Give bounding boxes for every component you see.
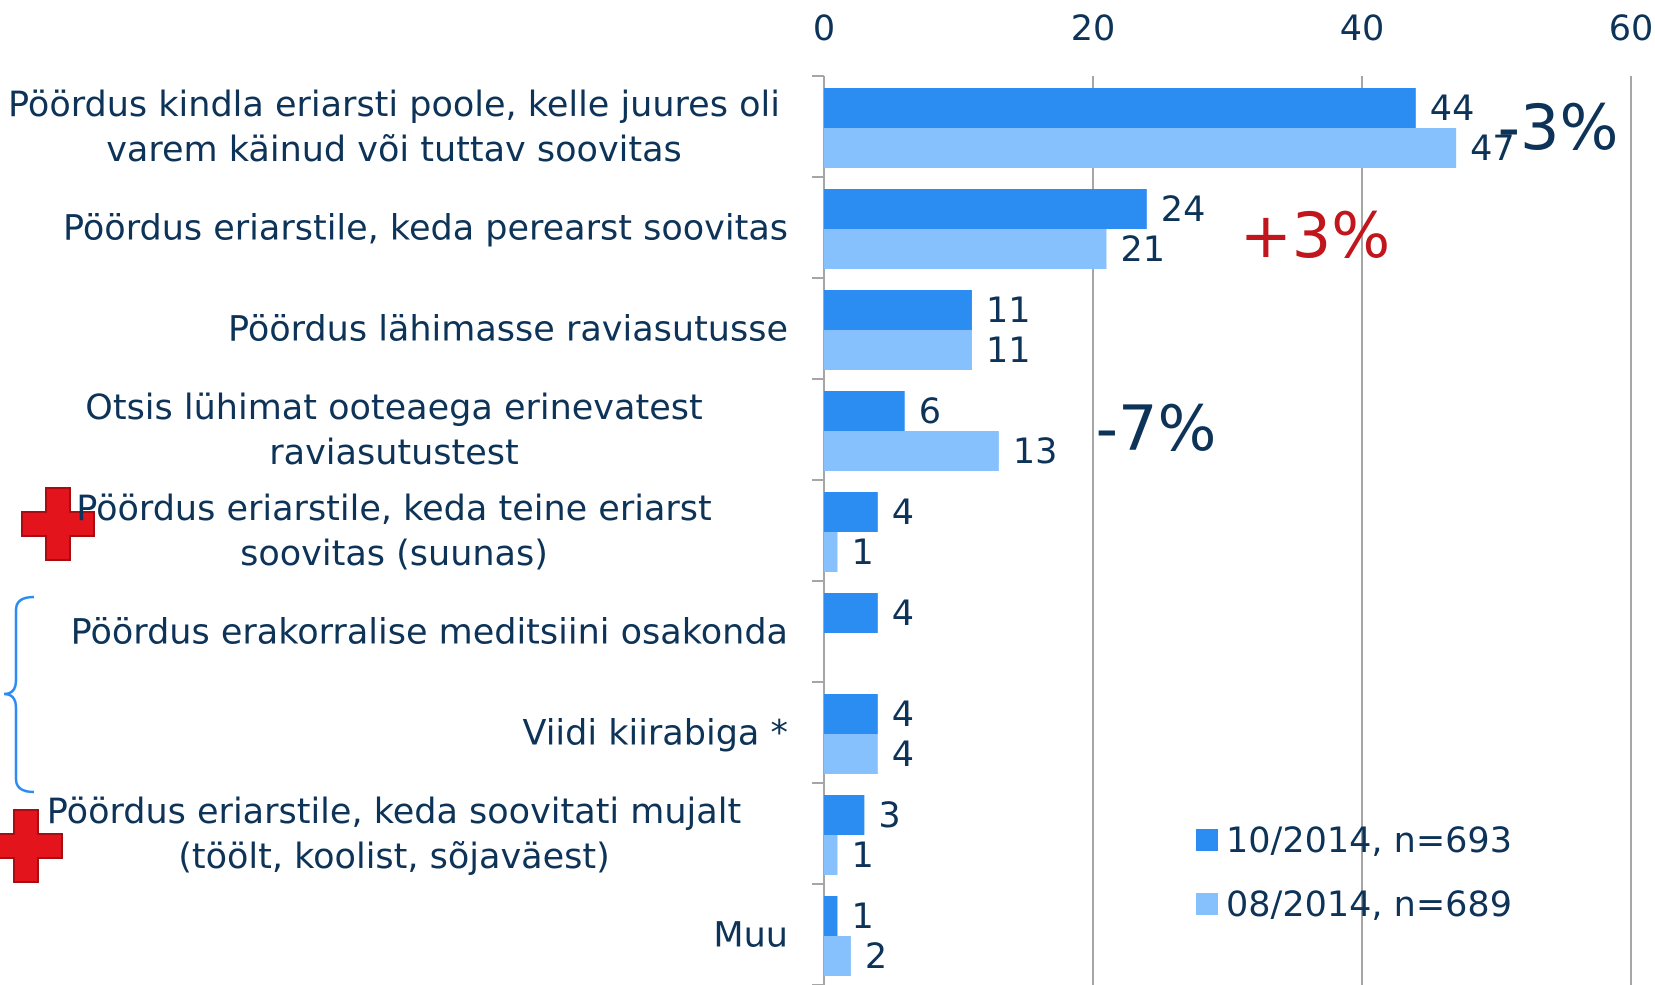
value-label: 47: [1470, 129, 1515, 169]
value-label: 1: [851, 533, 873, 573]
cross-icon: [0, 809, 63, 883]
y-tick-label: Pöördus lähimasse raviasutusse: [228, 308, 788, 353]
bar: [824, 189, 1147, 229]
bar: [824, 795, 865, 835]
bar: [824, 734, 878, 774]
bar: [824, 835, 838, 875]
annotation: -3%: [1498, 91, 1619, 164]
legend-label: 08/2014, n=689: [1226, 885, 1512, 925]
cross-icon: [21, 487, 95, 561]
bar: [824, 431, 999, 471]
category-text: Pöördus eriarstile, keda soovitati mujal…: [46, 792, 742, 877]
value-label: 1: [851, 897, 873, 937]
category-text: Pöördus eriarstile, keda teine eriarst s…: [76, 489, 712, 574]
bar: [824, 128, 1457, 168]
bar: [824, 290, 972, 330]
x-tick-label: 20: [1071, 9, 1116, 49]
value-label: 4: [892, 695, 914, 735]
category-text: Muu: [713, 915, 788, 956]
legend-swatch: [1196, 829, 1218, 851]
value-label: 6: [919, 392, 941, 432]
value-label: 3: [878, 796, 900, 836]
bar: [824, 391, 905, 431]
x-tick-label: 40: [1340, 9, 1385, 49]
y-tick-label: Pöördus erakorralise meditsiini osakonda: [71, 611, 788, 656]
value-label: 4: [892, 735, 914, 775]
bar: [824, 532, 838, 572]
value-label: 2: [865, 937, 887, 977]
value-label: 4: [892, 493, 914, 533]
category-text: Viidi kiirabiga *: [522, 713, 788, 754]
bar: [824, 694, 878, 734]
bar: [824, 88, 1416, 128]
value-label: 4: [892, 594, 914, 634]
value-label: 21: [1120, 230, 1165, 270]
value-label: 11: [986, 291, 1031, 331]
value-label: 24: [1161, 190, 1206, 230]
bracket: [3, 595, 35, 794]
bar: [824, 492, 878, 532]
y-tick-label: Pöördus kindla eriarsti poole, kelle juu…: [0, 83, 788, 173]
annotation: +3%: [1240, 199, 1390, 272]
category-text: Pöördus erakorralise meditsiini osakonda: [70, 612, 788, 653]
category-text: Pöördus eriarstile, keda perearst soovit…: [63, 208, 788, 249]
x-tick-label: 0: [813, 9, 835, 49]
bar: [824, 330, 972, 370]
category-text: Otsis lühimat ooteaega erinevatest ravia…: [85, 388, 703, 473]
y-tick-label: Pöördus eriarstile, keda soovitati mujal…: [0, 790, 788, 880]
category-text: Pöördus lähimasse raviasutusse: [227, 309, 788, 350]
bar: [824, 936, 851, 976]
bar: [824, 593, 878, 633]
bar: [824, 229, 1107, 269]
y-tick-label: Pöördus eriarstile, keda perearst soovit…: [63, 207, 788, 252]
category-text: Pöördus kindla eriarsti poole, kelle juu…: [8, 85, 780, 170]
y-tick-label: Muu: [713, 914, 788, 959]
value-label: 1: [851, 836, 873, 876]
legend-label: 10/2014, n=693: [1226, 821, 1512, 861]
annotation: -7%: [1096, 392, 1217, 465]
value-label: 13: [1013, 432, 1058, 472]
x-tick-label: 60: [1609, 9, 1654, 49]
decoration: [0, 487, 95, 883]
bar: [824, 896, 838, 936]
y-tick-label: Pöördus eriarstile, keda teine eriarst s…: [0, 487, 788, 577]
value-label: 11: [986, 331, 1031, 371]
y-tick-label: Viidi kiirabiga *: [523, 712, 788, 757]
legend-swatch: [1196, 893, 1218, 915]
value-label: 44: [1430, 89, 1475, 129]
y-tick-label: Otsis lühimat ooteaega erinevatest ravia…: [0, 386, 788, 476]
